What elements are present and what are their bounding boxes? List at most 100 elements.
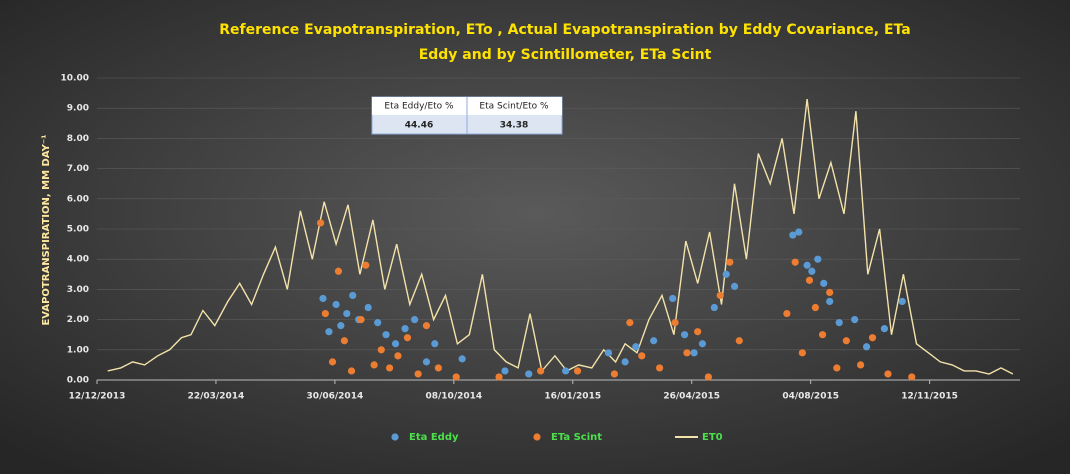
point: [501, 367, 509, 375]
point: [319, 294, 327, 303]
x-tick-label: 04/08/2015: [782, 392, 839, 402]
point: [868, 334, 877, 342]
point: [862, 343, 871, 351]
y-tick-label: 2.00: [67, 315, 89, 325]
x-tick-label: 30/06/2014: [307, 392, 364, 402]
point: [573, 367, 582, 375]
point: [317, 219, 325, 227]
point: [410, 316, 419, 324]
point: [789, 231, 797, 239]
point: [820, 279, 828, 287]
point: [334, 267, 343, 275]
point: [458, 355, 466, 363]
point: [669, 294, 677, 303]
point: [808, 267, 816, 275]
table-header: Eta Scint/Eto %: [479, 102, 549, 112]
point: [833, 364, 841, 372]
point: [650, 337, 658, 345]
y-tick-label: 9.00: [67, 104, 89, 114]
x-tick-label: 08/10/2014: [425, 392, 482, 402]
point: [704, 373, 712, 381]
y-tick-label: 8.00: [67, 134, 89, 144]
point: [735, 337, 743, 345]
et0-line: [107, 99, 1014, 375]
point: [791, 258, 799, 266]
point: [680, 331, 689, 339]
point: [798, 349, 806, 357]
point: [362, 261, 370, 269]
point: [805, 276, 814, 284]
point: [422, 358, 431, 366]
point: [394, 352, 402, 360]
legend-label: ET0: [702, 432, 723, 443]
point: [414, 370, 422, 378]
point: [340, 337, 349, 345]
point: [908, 373, 916, 381]
y-tick-label: 1.00: [67, 345, 89, 355]
x-tick-label: 16/01/2015: [544, 392, 601, 402]
point: [626, 319, 634, 327]
table-cell: 44.46: [405, 121, 433, 131]
point: [610, 370, 619, 378]
x-tick-label: 22/03/2014: [188, 392, 245, 402]
table-cell: 34.38: [500, 121, 528, 131]
point: [857, 361, 865, 369]
point: [814, 255, 822, 263]
point: [621, 358, 629, 366]
y-tick-label: 7.00: [67, 164, 89, 174]
point: [332, 300, 340, 309]
point: [880, 325, 889, 333]
point: [722, 270, 730, 278]
legend-swatch: [533, 433, 541, 441]
point: [835, 319, 843, 327]
y-tick-label: 5.00: [67, 225, 89, 235]
point: [374, 319, 382, 327]
ratio-table: Eta Eddy/Eto % Eta Scint/Eto % 44.46 34.…: [371, 96, 563, 135]
point: [842, 337, 850, 345]
point: [325, 328, 333, 336]
point: [328, 358, 337, 366]
legend-label: Eta Eddy: [409, 432, 459, 443]
point: [525, 370, 533, 378]
x-tick-label: 12/12/2013: [69, 392, 126, 402]
chart-title: Reference Evapotranspiration, ETo , Actu…: [219, 22, 911, 38]
y-axis-label: EVAPOTRANSPIRATION, MM DAY⁻¹: [41, 134, 52, 325]
point: [826, 288, 834, 297]
point: [382, 331, 390, 339]
y-tick-label: 3.00: [67, 285, 89, 295]
point: [562, 367, 570, 375]
point: [422, 322, 431, 330]
point: [811, 303, 820, 312]
point: [726, 258, 734, 266]
point: [898, 297, 906, 306]
point: [690, 349, 698, 357]
point: [349, 291, 357, 300]
point: [343, 309, 351, 318]
x-tick-label: 26/04/2015: [663, 392, 720, 402]
point: [401, 325, 409, 333]
y-tick-label: 0.00: [67, 376, 89, 386]
point: [370, 361, 378, 369]
point: [638, 352, 646, 360]
point: [377, 346, 385, 354]
point: [795, 228, 803, 236]
point: [386, 364, 394, 372]
point: [357, 316, 365, 324]
point: [321, 309, 329, 318]
point: [851, 316, 859, 324]
point: [803, 261, 811, 269]
point: [403, 334, 412, 342]
point: [391, 340, 400, 348]
x-tick-label: 12/11/2015: [901, 392, 958, 402]
point: [337, 322, 345, 330]
point: [537, 367, 545, 375]
point: [818, 331, 827, 339]
y-tick-label: 4.00: [67, 255, 89, 265]
legend-swatch: [391, 433, 399, 441]
point: [698, 340, 707, 348]
point: [632, 343, 640, 351]
point: [347, 367, 356, 375]
point: [495, 373, 503, 381]
